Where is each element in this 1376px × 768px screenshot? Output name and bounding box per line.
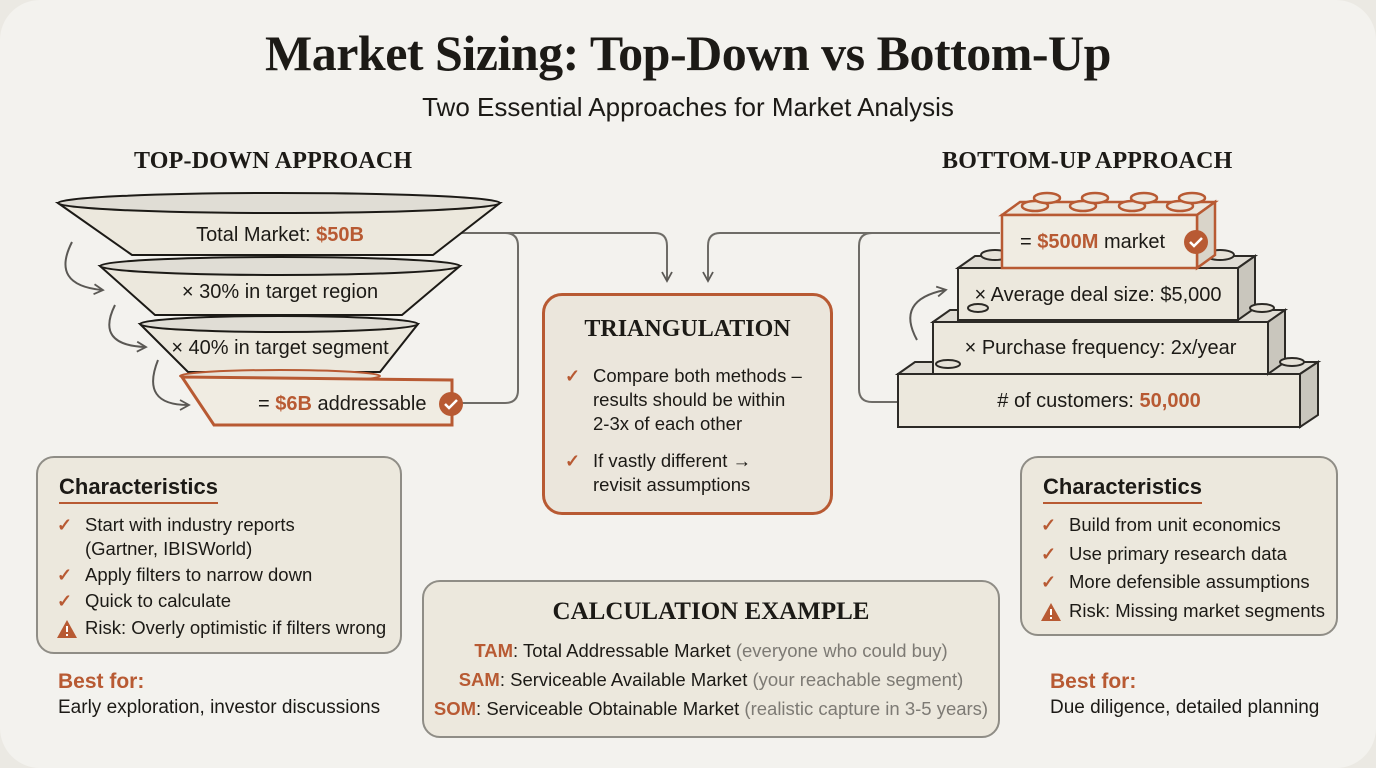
best-for-value: Early exploration, investor discussions [58, 697, 381, 718]
check-icon: ✓ [57, 565, 73, 585]
warning-icon [57, 620, 77, 638]
check-icon: ✓ [1041, 572, 1057, 592]
funnel-level-total: Total Market: $50B [196, 224, 364, 246]
funnel-graphic [54, 192, 503, 427]
check-icon: ✓ [57, 591, 73, 611]
characteristic-item: Quick to calculate [85, 590, 232, 611]
funnel-level-segment: × 40% in target segment [171, 337, 389, 359]
brick-purchase-frequency: × Purchase frequency: 2x/year [964, 337, 1237, 359]
connector-lines [420, 232, 1000, 404]
characteristic-item: Build from unit economics [1069, 514, 1281, 535]
characteristic-item: Start with industry reports (Gartner, IBI… [85, 514, 295, 559]
brick-deal-size: × Average deal size: $5,000 [974, 284, 1222, 306]
brick-flow-arrow [909, 285, 948, 341]
calc-row-tam: TAM: Total Addressable Market (everyone … [474, 640, 948, 661]
funnel-level-region: × 30% in target region [181, 281, 379, 303]
top-down-heading: TOP-DOWN APPROACH [134, 148, 413, 174]
funnel-flow-arrows [64, 241, 191, 411]
triangulation-item-1: Compare both methods – results should be… [593, 365, 802, 434]
check-icon: ✓ [57, 515, 73, 535]
best-for-value: Due diligence, detailed planning [1050, 697, 1320, 718]
check-circle-icon [1184, 230, 1208, 254]
funnel-level-addressable: = $6B addressable [258, 393, 427, 415]
characteristic-item: Apply filters to narrow down [85, 564, 313, 585]
characteristic-item: More defensible assumptions [1069, 571, 1310, 592]
check-circle-icon [439, 392, 463, 416]
result-brick-graphic [998, 191, 1219, 271]
best-for-label: Best for: [1050, 670, 1137, 693]
brick-stack-graphic [894, 249, 1322, 429]
calc-row-sam: SAM: Serviceable Available Market (your … [458, 669, 964, 690]
characteristic-risk: Risk: Missing market segments [1069, 600, 1325, 621]
calculation-example-title: CALCULATION EXAMPLE [552, 598, 870, 625]
triangulation-item-2: If vastly different → revisit assumption… [593, 450, 751, 495]
calc-row-som: SOM: Serviceable Obtainable Market (real… [433, 698, 989, 719]
check-icon: ✓ [565, 451, 581, 471]
page-subtitle: Two Essential Approaches for Market Anal… [422, 92, 954, 122]
triangulation-title: TRIANGULATION [584, 316, 791, 342]
check-icon: ✓ [1041, 544, 1057, 564]
page-title: Market Sizing: Top-Down vs Bottom-Up [265, 25, 1111, 81]
warning-icon [1041, 603, 1061, 621]
bottom-up-characteristics-panel: Characteristics ✓ Build from unit econom… [1020, 456, 1338, 636]
brick-result-market: = $500M market [1020, 231, 1166, 253]
check-icon: ✓ [1041, 515, 1057, 535]
best-for-label: Best for: [58, 670, 145, 693]
calculation-example-panel: CALCULATION EXAMPLE TAM: Total Addressab… [422, 580, 1000, 738]
check-icon: ✓ [565, 366, 581, 386]
bottom-up-heading: BOTTOM-UP APPROACH [942, 148, 1233, 174]
characteristic-risk: Risk: Overly optimistic if filters wrong [85, 617, 387, 638]
characteristics-title: Characteristics [1043, 474, 1202, 504]
characteristics-title: Characteristics [59, 474, 218, 504]
triangulation-panel: TRIANGULATION ✓ Compare both methods – r… [542, 293, 833, 515]
top-down-characteristics-panel: Characteristics ✓ Start with industry re… [36, 456, 402, 654]
characteristic-item: Use primary research data [1069, 543, 1287, 564]
brick-customers: # of customers: 50,000 [997, 390, 1201, 412]
